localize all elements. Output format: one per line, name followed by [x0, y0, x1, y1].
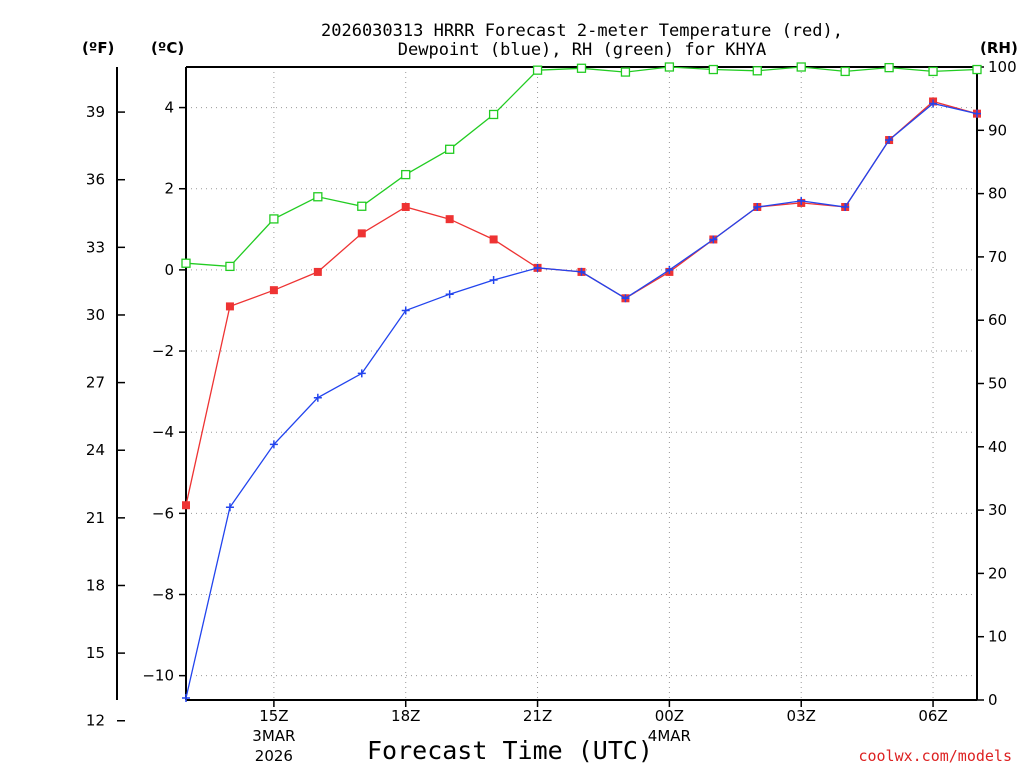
- temperature-point: [401, 202, 410, 211]
- rh-tick-label: 60: [988, 311, 1007, 329]
- fahrenheit-unit-label: (ºF): [82, 39, 114, 57]
- dewpoint-point: [929, 99, 938, 108]
- rh-tick-label: 0: [988, 691, 998, 709]
- rh-point: [269, 214, 279, 224]
- celsius-tick-label: 4: [164, 99, 174, 117]
- fahrenheit-tick-label: 24: [86, 441, 105, 459]
- temperature-point: [357, 229, 366, 238]
- time-tick-label: 03Z: [787, 707, 816, 725]
- rh-unit-label: (RH): [980, 39, 1018, 57]
- rh-tick-label: 20: [988, 564, 1007, 582]
- time-tick-label: 15Z: [259, 707, 288, 725]
- temperature-point: [445, 215, 454, 224]
- tick-labels: −10−8−6−4−202412151821242730333639010203…: [86, 58, 1017, 765]
- celsius-tick-label: −10: [142, 667, 174, 685]
- dewpoint-point: [709, 235, 718, 244]
- rh-point: [972, 64, 982, 75]
- celsius-tick-label: −8: [152, 586, 174, 604]
- date-tick-label: 3MAR: [252, 727, 295, 745]
- dewpoint-point: [489, 276, 498, 285]
- fahrenheit-tick-label: 18: [86, 576, 105, 594]
- celsius-tick-label: 2: [164, 180, 174, 198]
- rh-line: [185, 66, 978, 268]
- rh-point: [445, 144, 455, 154]
- dewpoint-point: [621, 294, 630, 303]
- rh-point: [884, 62, 894, 73]
- temperature-point: [182, 501, 190, 510]
- source-credit: coolwx.com/models: [858, 747, 1012, 765]
- celsius-tick-label: −6: [152, 504, 174, 522]
- fahrenheit-tick-label: 33: [86, 238, 105, 256]
- rh-tick-label: 90: [988, 121, 1007, 139]
- fahrenheit-tick-label: 36: [86, 171, 105, 189]
- dewpoint-point: [797, 196, 806, 205]
- temperature-point: [269, 286, 278, 295]
- dewpoint-point: [357, 369, 366, 378]
- fahrenheit-tick-label: 21: [86, 509, 105, 527]
- fahrenheit-tick-label: 27: [86, 374, 105, 392]
- fahrenheit-tick-label: 15: [86, 644, 105, 662]
- rh-tick-label: 10: [988, 628, 1007, 646]
- year-tick-label: 2026: [255, 747, 293, 765]
- celsius-tick-label: 0: [164, 261, 174, 279]
- rh-point: [488, 109, 499, 120]
- fahrenheit-tick-label: 30: [86, 306, 105, 324]
- dewpoint-line: [185, 102, 978, 699]
- celsius-tick-label: −2: [152, 342, 174, 360]
- dewpoint-point: [577, 267, 586, 276]
- dewpoint-point: [841, 202, 850, 211]
- time-tick-label: 00Z: [655, 707, 684, 725]
- rh-point: [532, 65, 543, 75]
- rh-point: [181, 258, 191, 268]
- rh-tick-label: 50: [988, 375, 1007, 393]
- data-series: [181, 62, 982, 702]
- dewpoint-point: [182, 693, 190, 702]
- dewpoint-point: [753, 202, 762, 211]
- rh-tick-label: 70: [988, 248, 1007, 266]
- dewpoint-point: [445, 290, 454, 299]
- rh-point: [708, 64, 718, 75]
- rh-tick-label: 30: [988, 501, 1007, 519]
- rh-point: [313, 192, 323, 202]
- axes: [116, 66, 978, 701]
- grid-lines: [186, 67, 977, 700]
- rh-point: [576, 63, 587, 73]
- rh-point: [664, 62, 675, 72]
- rh-tick-label: 40: [988, 438, 1007, 456]
- rh-point: [225, 261, 235, 272]
- dewpoint-point: [533, 263, 542, 272]
- rh-tick-label: 100: [988, 58, 1017, 76]
- time-tick-label: 06Z: [918, 707, 947, 725]
- rh-point: [752, 66, 762, 76]
- dewpoint-point: [885, 136, 894, 145]
- temperature-point: [313, 267, 322, 276]
- celsius-tick-label: −4: [152, 423, 174, 441]
- chart-title-line2: Dewpoint (blue), RH (green) for KHYA: [398, 40, 766, 60]
- time-tick-label: 18Z: [391, 707, 420, 725]
- rh-tick-label: 80: [988, 185, 1007, 203]
- dewpoint-point: [313, 393, 322, 402]
- dewpoint-point: [225, 503, 234, 512]
- dewpoint-point: [401, 306, 410, 315]
- rh-point: [357, 201, 367, 211]
- rh-point: [840, 66, 850, 77]
- x-axis-label: Forecast Time (UTC): [367, 736, 653, 765]
- fahrenheit-tick-label: 39: [86, 103, 105, 121]
- time-tick-label: 21Z: [523, 707, 552, 725]
- date-tick-label: 4MAR: [648, 727, 691, 745]
- rh-point: [928, 66, 938, 77]
- dewpoint-point: [665, 265, 674, 274]
- dewpoint-point: [973, 109, 981, 118]
- rh-point: [620, 67, 631, 77]
- fahrenheit-tick-label: 12: [86, 712, 105, 730]
- rh-point: [401, 169, 411, 180]
- temperature-point: [225, 302, 234, 311]
- celsius-unit-label: (ºC): [151, 39, 184, 57]
- temperature-point: [489, 235, 498, 244]
- chart-title-line1: 2026030313 HRRR Forecast 2-meter Tempera…: [321, 21, 843, 41]
- rh-point: [796, 62, 806, 72]
- temperature-line: [185, 100, 978, 506]
- dewpoint-point: [269, 440, 278, 449]
